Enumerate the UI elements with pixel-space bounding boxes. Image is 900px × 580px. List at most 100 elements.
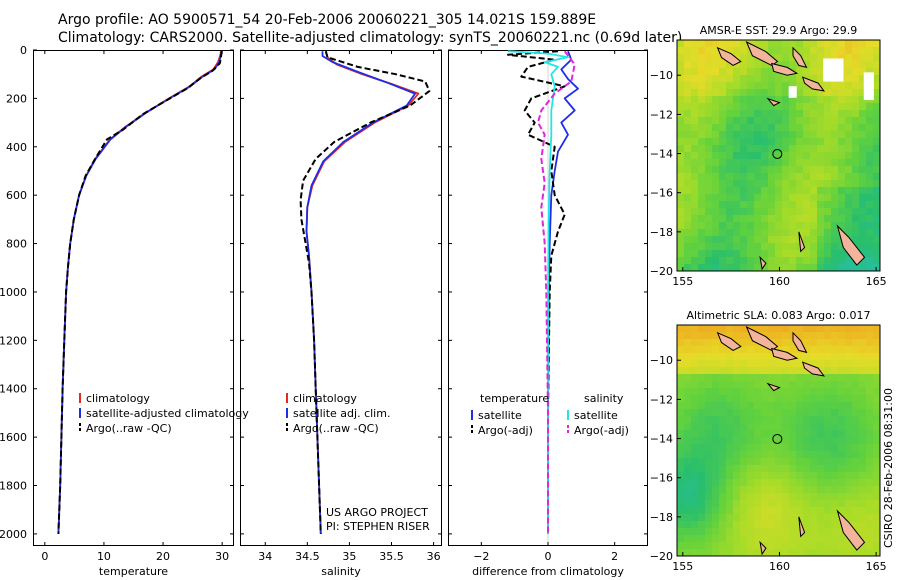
grid-cell	[768, 409, 776, 417]
grid-cell	[845, 75, 853, 83]
grid-cell	[803, 89, 811, 97]
grid-cell	[859, 215, 867, 223]
grid-cell	[726, 194, 734, 202]
grid-cell	[838, 325, 846, 333]
grid-cell	[705, 243, 713, 251]
grid-cell	[705, 395, 713, 403]
grid-cell	[782, 325, 790, 333]
island-shape	[716, 46, 742, 66]
grid-cell	[845, 61, 853, 69]
grid-cell	[677, 82, 685, 90]
grid-cell	[866, 521, 874, 529]
grid-cell	[691, 222, 699, 230]
grid-cell	[831, 479, 839, 487]
grid-cell	[838, 110, 846, 118]
grid-cell	[712, 201, 720, 209]
grid-cell	[691, 514, 699, 522]
grid-cell	[824, 479, 832, 487]
grid-cell	[677, 409, 685, 417]
grid-cell	[705, 159, 713, 167]
grid-cell	[859, 110, 867, 118]
grid-cell	[866, 409, 874, 417]
grid-cell	[747, 409, 755, 417]
grid-cell	[775, 40, 783, 48]
grid-cell	[719, 145, 727, 153]
grid-cell	[852, 145, 860, 153]
grid-cell	[761, 528, 769, 536]
sla-map-ytick-label: −14	[650, 433, 673, 446]
grid-cell	[866, 152, 874, 160]
grid-cell	[866, 61, 874, 69]
grid-cell	[873, 500, 881, 508]
grid-cell	[789, 479, 797, 487]
grid-cell	[747, 458, 755, 466]
grid-cell	[712, 110, 720, 118]
grid-cell	[817, 40, 825, 48]
grid-cell	[838, 486, 846, 494]
grid-cell	[754, 528, 762, 536]
grid-cell	[845, 458, 853, 466]
grid-cell	[754, 402, 762, 410]
grid-cell	[782, 451, 790, 459]
grid-cell	[698, 507, 706, 515]
grid-cell	[677, 166, 685, 174]
grid-cell	[852, 493, 860, 501]
grid-cell	[824, 194, 832, 202]
grid-cell	[726, 381, 734, 389]
grid-cell	[677, 194, 685, 202]
grid-cell	[691, 82, 699, 90]
grid-cell	[831, 360, 839, 368]
grid-cell	[845, 325, 853, 333]
grid-cell	[796, 507, 804, 515]
grid-cell	[775, 500, 783, 508]
grid-cell	[719, 535, 727, 543]
grid-cell	[810, 166, 818, 174]
grid-cell	[747, 521, 755, 529]
grid-cell	[873, 332, 881, 340]
grid-cell	[740, 542, 748, 550]
grid-cell	[838, 395, 846, 403]
grid-cell	[824, 208, 832, 216]
grid-cell	[733, 528, 741, 536]
grid-cell	[705, 208, 713, 216]
grid-cell	[768, 208, 776, 216]
grid-cell	[677, 444, 685, 452]
depth-tick-label: 400	[6, 141, 27, 154]
depth-tick-label: 1000	[0, 286, 27, 299]
grid-cell	[796, 353, 804, 361]
grid-cell	[712, 194, 720, 202]
grid-cell	[866, 360, 874, 368]
grid-cell	[803, 430, 811, 438]
grid-cell	[677, 346, 685, 354]
grid-cell	[740, 264, 748, 272]
grid-cell	[712, 173, 720, 181]
grid-cell	[740, 68, 748, 76]
grid-cell	[817, 493, 825, 501]
grid-cell	[810, 243, 818, 251]
grid-cell	[852, 124, 860, 132]
grid-cell	[684, 131, 692, 139]
grid-cell	[782, 339, 790, 347]
grid-cell	[859, 388, 867, 396]
grid-cell	[768, 430, 776, 438]
grid-cell	[733, 458, 741, 466]
grid-cell	[789, 437, 797, 445]
grid-cell	[866, 381, 874, 389]
grid-cell	[747, 124, 755, 132]
grid-cell	[705, 339, 713, 347]
grid-cell	[866, 257, 874, 265]
grid-cell	[719, 264, 727, 272]
grid-cell	[761, 374, 769, 382]
grid-cell	[859, 528, 867, 536]
grid-cell	[810, 444, 818, 452]
grid-cell	[712, 430, 720, 438]
grid-cell	[740, 194, 748, 202]
grid-cell	[810, 465, 818, 473]
grid-cell	[705, 131, 713, 139]
grid-cell	[691, 96, 699, 104]
grid-cell	[698, 103, 706, 111]
grid-cell	[698, 68, 706, 76]
grid-cell	[726, 332, 734, 340]
grid-cell	[768, 374, 776, 382]
grid-cell	[775, 194, 783, 202]
